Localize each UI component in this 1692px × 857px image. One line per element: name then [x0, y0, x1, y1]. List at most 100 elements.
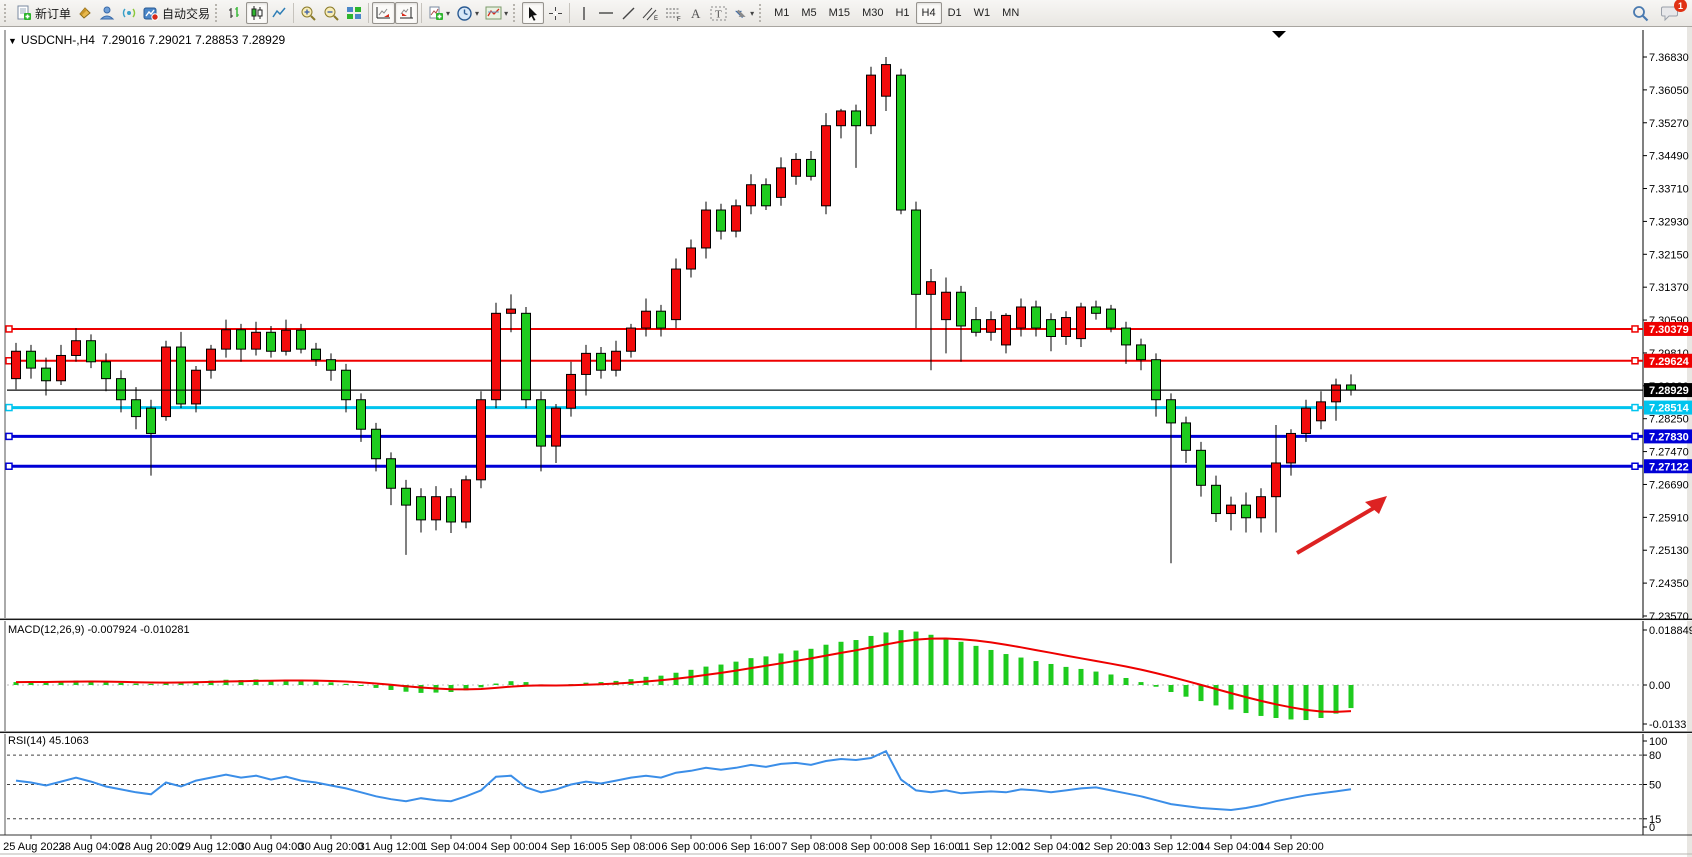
- tile-windows-button[interactable]: [343, 2, 365, 24]
- candle-body[interactable]: [851, 110, 861, 127]
- candle-body[interactable]: [836, 110, 846, 127]
- search-button[interactable]: [1629, 2, 1652, 24]
- text-button[interactable]: A: [685, 2, 707, 24]
- candle-body[interactable]: [701, 209, 711, 249]
- candle-body[interactable]: [56, 354, 66, 382]
- candle-body[interactable]: [641, 310, 651, 329]
- candle-body[interactable]: [416, 496, 426, 521]
- templates-button[interactable]: ▾: [482, 2, 511, 24]
- candle-body[interactable]: [236, 329, 246, 350]
- candle-body[interactable]: [551, 407, 561, 447]
- candle-body[interactable]: [1046, 319, 1056, 337]
- candle-body[interactable]: [731, 205, 741, 232]
- periods-dropdown-icon[interactable]: ▾: [475, 8, 480, 18]
- candle-body[interactable]: [266, 331, 276, 352]
- candle-body[interactable]: [116, 378, 126, 401]
- signals-button[interactable]: [118, 2, 140, 24]
- chart-shift-marker-icon[interactable]: [1272, 31, 1286, 38]
- candle-body[interactable]: [131, 399, 141, 418]
- tf-mn[interactable]: MN: [1002, 7, 1020, 19]
- candle-body[interactable]: [596, 352, 606, 371]
- arrow-object-head[interactable]: [1365, 496, 1387, 514]
- candle-body[interactable]: [866, 74, 876, 127]
- candle-body[interactable]: [716, 209, 726, 232]
- hline-handle[interactable]: [1631, 325, 1639, 333]
- candle-body[interactable]: [1286, 432, 1296, 464]
- candle-body[interactable]: [956, 291, 966, 327]
- styler-button[interactable]: [74, 2, 96, 24]
- tf-w1[interactable]: W1: [973, 7, 991, 19]
- trendline-button[interactable]: [617, 2, 639, 24]
- candle-body[interactable]: [446, 496, 456, 523]
- candle-body[interactable]: [401, 487, 411, 506]
- candle-body[interactable]: [656, 310, 666, 329]
- hline-handle[interactable]: [1631, 432, 1639, 441]
- candle-body[interactable]: [476, 399, 486, 481]
- candle-body[interactable]: [386, 458, 396, 489]
- tf-m15[interactable]: M15: [828, 7, 851, 19]
- candle-body[interactable]: [11, 350, 21, 380]
- candle-body[interactable]: [41, 367, 51, 382]
- candle-body[interactable]: [806, 158, 816, 177]
- candle-body[interactable]: [206, 348, 216, 371]
- candle-body[interactable]: [311, 348, 321, 361]
- candle-body[interactable]: [71, 340, 81, 356]
- tf-h1[interactable]: H1: [895, 7, 910, 19]
- candle-body[interactable]: [986, 319, 996, 333]
- auto-scroll-button[interactable]: [372, 2, 396, 24]
- candle-body[interactable]: [221, 329, 231, 350]
- fibonacci-button[interactable]: F: [662, 2, 685, 24]
- candlestick-chart-button[interactable]: [246, 2, 269, 24]
- candle-body[interactable]: [1031, 306, 1041, 329]
- autotrading-button[interactable]: 自动交易: [140, 2, 213, 24]
- candle-body[interactable]: [1091, 306, 1101, 314]
- tf-m30[interactable]: M30: [862, 7, 884, 19]
- candle-body[interactable]: [971, 319, 981, 333]
- candle-body[interactable]: [821, 125, 831, 207]
- candle-body[interactable]: [1331, 384, 1341, 403]
- toolbar-grip[interactable]: [759, 4, 766, 22]
- arrow-object[interactable]: [1295, 503, 1381, 555]
- zoom-in-button[interactable]: [297, 2, 320, 24]
- candle-body[interactable]: [101, 361, 111, 380]
- candle-body[interactable]: [296, 329, 306, 350]
- candle-body[interactable]: [431, 496, 441, 521]
- periods-button[interactable]: ▾: [453, 2, 482, 24]
- equidistant-channel-button[interactable]: E: [639, 2, 662, 24]
- candle-body[interactable]: [191, 369, 201, 405]
- zoom-out-button[interactable]: [320, 2, 343, 24]
- candle-body[interactable]: [1346, 384, 1356, 391]
- candle-body[interactable]: [566, 373, 576, 409]
- arrows-tool-button[interactable]: ▾: [730, 2, 757, 24]
- vertical-line-button[interactable]: [573, 2, 595, 24]
- candle-body[interactable]: [761, 184, 771, 207]
- candle-body[interactable]: [776, 167, 786, 198]
- candle-body[interactable]: [1241, 504, 1251, 519]
- candle-body[interactable]: [911, 209, 921, 295]
- tf-d1[interactable]: D1: [947, 7, 962, 19]
- tf-m5[interactable]: M5: [801, 7, 817, 19]
- toolbar-grip[interactable]: [215, 4, 222, 22]
- candle-body[interactable]: [176, 346, 186, 405]
- hline-handle[interactable]: [5, 462, 13, 471]
- candle-body[interactable]: [791, 158, 801, 177]
- chart-canvas[interactable]: 7.36830 7.36050 7.35270 7.34490 7.33710 7.329…: [0, 27, 1692, 857]
- bar-chart-button[interactable]: [224, 2, 246, 24]
- candle-body[interactable]: [161, 346, 171, 418]
- hline-handle[interactable]: [5, 325, 13, 333]
- candle-body[interactable]: [1316, 401, 1326, 422]
- candle-body[interactable]: [1196, 449, 1206, 486]
- candle-body[interactable]: [371, 428, 381, 460]
- candle-body[interactable]: [356, 399, 366, 430]
- candle-body[interactable]: [26, 350, 36, 369]
- chat-button[interactable]: 1: [1658, 0, 1687, 24]
- candle-body[interactable]: [671, 268, 681, 321]
- candle-body[interactable]: [1166, 399, 1176, 424]
- candle-body[interactable]: [491, 312, 501, 401]
- new-order-button[interactable]: 新订单: [13, 2, 74, 24]
- toolbar-grip[interactable]: [4, 4, 11, 22]
- candle-body[interactable]: [881, 64, 891, 97]
- indicators-dropdown-icon[interactable]: ▾: [446, 8, 451, 18]
- candle-body[interactable]: [581, 352, 591, 375]
- candle-body[interactable]: [281, 329, 291, 352]
